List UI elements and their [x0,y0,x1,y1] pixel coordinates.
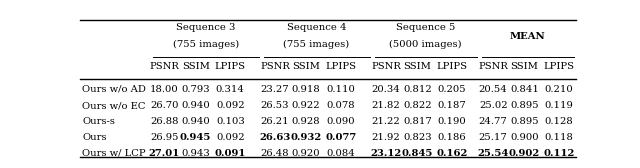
Text: 0.922: 0.922 [292,101,321,110]
Text: 0.092: 0.092 [216,101,244,110]
Text: 26.88: 26.88 [150,117,179,126]
Text: Sequence 3: Sequence 3 [176,23,236,32]
Text: Ours w/ LCP: Ours w/ LCP [83,149,146,158]
Text: 21.22: 21.22 [372,117,401,126]
Text: 0.841: 0.841 [510,85,539,94]
Text: 26.53: 26.53 [260,101,289,110]
Text: 20.34: 20.34 [372,85,401,94]
Text: 24.77: 24.77 [479,117,508,126]
Text: 26.70: 26.70 [150,101,179,110]
Text: 21.82: 21.82 [372,101,401,110]
Text: 0.091: 0.091 [214,149,246,158]
Text: 0.078: 0.078 [326,101,355,110]
Text: 0.205: 0.205 [438,85,467,94]
Text: (5000 images): (5000 images) [389,40,462,49]
Text: 0.822: 0.822 [403,101,431,110]
Text: 0.932: 0.932 [291,133,322,142]
Text: SSIM: SSIM [182,61,209,71]
Text: 0.895: 0.895 [510,117,539,126]
Text: 27.01: 27.01 [148,149,180,158]
Text: 26.95: 26.95 [150,133,179,142]
Text: LPIPS: LPIPS [436,61,467,71]
Text: 0.940: 0.940 [181,117,210,126]
Text: 0.918: 0.918 [292,85,321,94]
Text: SSIM: SSIM [292,61,320,71]
Text: 0.793: 0.793 [181,85,210,94]
Text: SSIM: SSIM [511,61,538,71]
Text: 0.902: 0.902 [509,149,540,158]
Text: 0.314: 0.314 [216,85,244,94]
Text: 0.186: 0.186 [438,133,467,142]
Text: LPIPS: LPIPS [325,61,356,71]
Text: LPIPS: LPIPS [215,61,246,71]
Text: PSNR: PSNR [149,61,179,71]
Text: 25.17: 25.17 [479,133,508,142]
Text: 0.092: 0.092 [216,133,244,142]
Text: 18.00: 18.00 [150,85,179,94]
Text: 0.817: 0.817 [403,117,431,126]
Text: 0.920: 0.920 [292,149,321,158]
Text: 25.54: 25.54 [477,149,509,158]
Text: 0.895: 0.895 [510,101,539,110]
Text: 0.945: 0.945 [180,133,211,142]
Text: Ours-s: Ours-s [83,117,115,126]
Text: 0.110: 0.110 [326,85,355,94]
Text: 0.845: 0.845 [401,149,433,158]
Text: 0.928: 0.928 [292,117,321,126]
Text: PSNR: PSNR [371,61,401,71]
Text: 23.27: 23.27 [260,85,289,94]
Text: LPIPS: LPIPS [543,61,575,71]
Text: 0.090: 0.090 [326,117,355,126]
Text: 20.54: 20.54 [479,85,508,94]
Text: 0.812: 0.812 [403,85,431,94]
Text: SSIM: SSIM [403,61,431,71]
Text: 0.943: 0.943 [181,149,210,158]
Text: 0.119: 0.119 [545,101,573,110]
Text: 0.210: 0.210 [545,85,573,94]
Text: 25.02: 25.02 [479,101,508,110]
Text: 0.118: 0.118 [545,133,573,142]
Text: 0.940: 0.940 [181,101,210,110]
Text: PSNR: PSNR [260,61,290,71]
Text: 0.103: 0.103 [216,117,244,126]
Text: 26.63: 26.63 [259,133,291,142]
Text: 21.92: 21.92 [372,133,401,142]
Text: 26.48: 26.48 [260,149,289,158]
Text: (755 images): (755 images) [173,40,239,49]
Text: 0.187: 0.187 [438,101,467,110]
Text: 0.077: 0.077 [325,133,356,142]
Text: PSNR: PSNR [478,61,508,71]
Text: 0.112: 0.112 [543,149,575,158]
Text: Sequence 5: Sequence 5 [396,23,456,32]
Text: Ours w/o AD: Ours w/o AD [83,85,147,94]
Text: 0.900: 0.900 [510,133,539,142]
Text: 0.190: 0.190 [438,117,467,126]
Text: 26.21: 26.21 [260,117,289,126]
Text: 0.823: 0.823 [403,133,431,142]
Text: (755 images): (755 images) [284,40,349,49]
Text: Ours: Ours [83,133,107,142]
Text: 0.162: 0.162 [436,149,468,158]
Text: 23.12: 23.12 [371,149,402,158]
Text: Sequence 4: Sequence 4 [287,23,346,32]
Text: MEAN: MEAN [510,32,546,41]
Text: 0.084: 0.084 [326,149,355,158]
Text: Ours w/o EC: Ours w/o EC [83,101,146,110]
Text: 0.128: 0.128 [545,117,573,126]
